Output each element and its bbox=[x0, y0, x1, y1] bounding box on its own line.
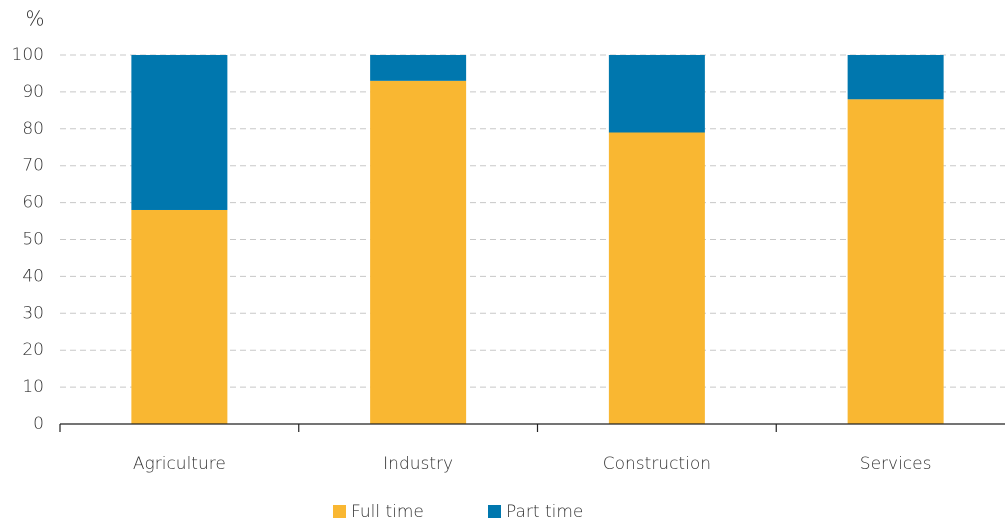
y-tick-label: 60 bbox=[22, 193, 44, 213]
x-tick-label: Industry bbox=[383, 454, 453, 474]
bar-segment bbox=[370, 55, 467, 81]
bar-segment bbox=[608, 132, 705, 425]
y-tick-label: 50 bbox=[22, 230, 44, 250]
y-tick-label: 20 bbox=[22, 340, 44, 360]
bar-segment bbox=[608, 55, 705, 133]
bar-segment bbox=[131, 55, 228, 210]
bar-segment bbox=[370, 80, 467, 424]
x-tick-label: Construction bbox=[603, 454, 711, 474]
legend-swatch bbox=[333, 505, 346, 518]
y-tick-label: 80 bbox=[22, 119, 44, 139]
y-tick-label: 70 bbox=[22, 156, 44, 176]
x-tick-label: Agriculture bbox=[133, 454, 226, 474]
y-tick-label: 0 bbox=[33, 414, 44, 434]
bar-segment bbox=[131, 209, 228, 424]
bar-segment bbox=[847, 99, 944, 424]
legend-label: Part time bbox=[506, 502, 583, 522]
x-tick-label: Services bbox=[860, 454, 932, 474]
y-tick-label: 90 bbox=[22, 82, 44, 102]
legend-label: Full time bbox=[351, 502, 424, 522]
y-axis-label: % bbox=[25, 7, 44, 31]
bar-segment bbox=[847, 55, 944, 100]
y-tick-label: 100 bbox=[12, 45, 44, 65]
y-tick-label: 30 bbox=[22, 303, 44, 323]
y-tick-label: 10 bbox=[22, 377, 44, 397]
y-tick-label: 40 bbox=[22, 266, 44, 286]
legend-swatch bbox=[488, 505, 501, 518]
